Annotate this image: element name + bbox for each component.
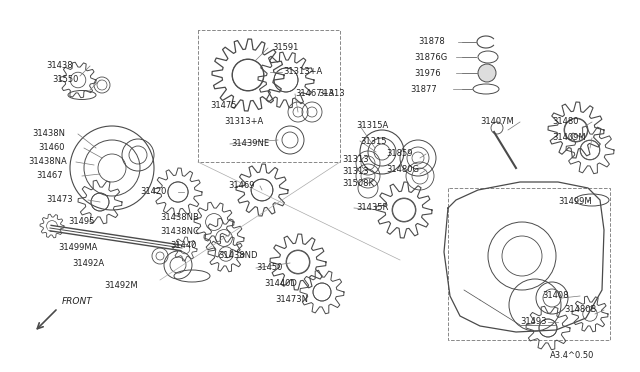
Text: 31591: 31591 (272, 44, 298, 52)
Text: 31439NE: 31439NE (231, 140, 269, 148)
Text: 31438N: 31438N (32, 129, 65, 138)
Text: 31313+A: 31313+A (283, 67, 323, 77)
Text: 31493: 31493 (520, 317, 547, 327)
Text: 31877: 31877 (410, 86, 436, 94)
Text: 31475: 31475 (210, 100, 237, 109)
Text: 31313: 31313 (318, 90, 344, 99)
Text: 31499M: 31499M (558, 198, 591, 206)
Text: 31467+A: 31467+A (295, 90, 334, 99)
Text: 31408: 31408 (542, 292, 568, 301)
Text: A3.4^0.50: A3.4^0.50 (550, 352, 594, 360)
Text: FRONT: FRONT (62, 298, 93, 307)
Text: 31976: 31976 (414, 70, 440, 78)
Text: 31492A: 31492A (72, 260, 104, 269)
Text: 31876G: 31876G (414, 54, 447, 62)
Text: 31878: 31878 (418, 38, 445, 46)
Text: 31508K: 31508K (342, 180, 374, 189)
Text: 31859: 31859 (386, 150, 413, 158)
Text: 31315A: 31315A (356, 122, 388, 131)
Text: 31438NA: 31438NA (28, 157, 67, 167)
Circle shape (478, 64, 496, 82)
Text: 31473: 31473 (46, 196, 72, 205)
Text: 31438: 31438 (46, 61, 72, 71)
Text: 31550: 31550 (52, 76, 78, 84)
Text: 31480: 31480 (552, 118, 579, 126)
Text: 31495: 31495 (68, 218, 94, 227)
Text: 31480G: 31480G (386, 166, 419, 174)
Text: 31467: 31467 (36, 171, 63, 180)
Text: 31499MA: 31499MA (58, 244, 97, 253)
Text: 31473N: 31473N (275, 295, 308, 305)
Text: 31440: 31440 (170, 241, 196, 250)
Text: 31315: 31315 (360, 137, 387, 145)
Text: 31480B: 31480B (564, 305, 596, 314)
Text: 31460: 31460 (38, 144, 65, 153)
Text: 31409M: 31409M (552, 134, 586, 142)
Text: 31313: 31313 (342, 167, 369, 176)
Text: 31469: 31469 (228, 182, 255, 190)
Text: 31438NC: 31438NC (160, 228, 199, 237)
Text: 31420: 31420 (140, 187, 166, 196)
Text: 31313+A: 31313+A (224, 118, 263, 126)
Text: 31440D: 31440D (264, 279, 297, 289)
Text: 31492M: 31492M (104, 282, 138, 291)
Text: 31438NB: 31438NB (160, 214, 199, 222)
Text: 31438ND: 31438ND (218, 251, 257, 260)
Text: 31435R: 31435R (356, 203, 388, 212)
Text: 31407M: 31407M (480, 118, 514, 126)
Text: 31313: 31313 (342, 155, 369, 164)
Text: 31450: 31450 (256, 263, 282, 273)
